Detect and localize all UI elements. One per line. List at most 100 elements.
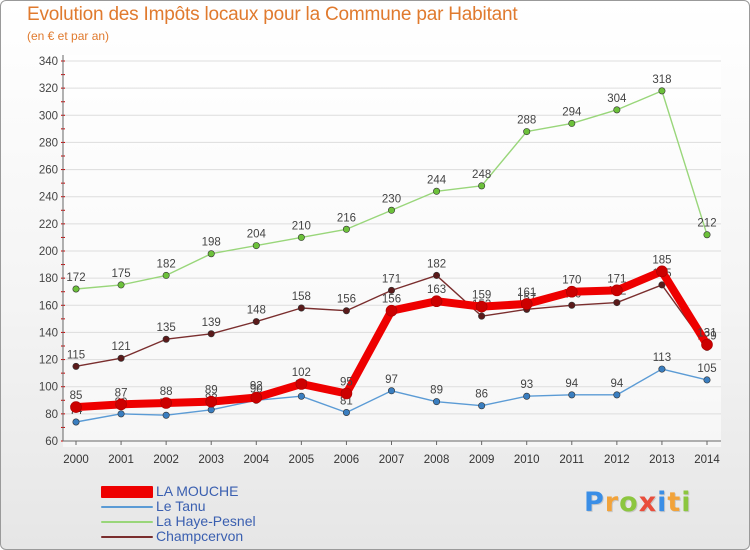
data-point (342, 225, 350, 233)
x-tick-label: 2005 (289, 454, 315, 466)
data-label: 89 (430, 385, 443, 397)
y-tick-label: 60 (45, 436, 58, 448)
y-tick-label: 180 (39, 273, 58, 285)
data-label: 89 (205, 385, 218, 397)
data-label: 172 (66, 272, 85, 284)
data-label: 148 (247, 305, 266, 317)
data-label: 163 (427, 284, 446, 296)
legend-label: Le Tanu (156, 498, 206, 514)
data-point (568, 301, 576, 309)
data-label: 204 (247, 229, 267, 241)
data-point (523, 128, 531, 136)
data-label: 93 (520, 379, 533, 391)
data-point (387, 206, 395, 214)
data-label: 170 (562, 275, 581, 287)
legend-label: Champcervon (156, 528, 244, 544)
data-point (340, 387, 353, 400)
logo-letter: x (638, 487, 658, 518)
data-label: 185 (652, 254, 671, 266)
data-label: 182 (157, 258, 176, 270)
data-label: 121 (111, 341, 130, 353)
x-tick-label: 2010 (514, 454, 540, 466)
data-label: 156 (382, 294, 401, 306)
data-point (523, 392, 531, 400)
data-point (72, 285, 80, 293)
data-point (117, 281, 125, 289)
data-label: 158 (292, 291, 311, 303)
logo-letter: P (584, 487, 605, 518)
y-tick-label: 160 (39, 300, 58, 312)
data-point (568, 391, 576, 399)
data-point (656, 265, 668, 278)
chart-title: Evolution des Impôts locaux pour la Comm… (27, 4, 518, 25)
data-point (117, 354, 125, 362)
legend-label: La Haye-Pesnel (156, 513, 256, 529)
proxiti-logo: Proxiti (584, 487, 692, 518)
data-label: 86 (475, 389, 488, 401)
data-point (430, 295, 443, 308)
y-tick-label: 300 (39, 110, 58, 122)
data-point (162, 335, 170, 343)
data-point (703, 376, 711, 384)
data-point (207, 250, 215, 258)
chart-subtitle: (en € et par an) (27, 29, 110, 43)
data-label: 288 (517, 115, 536, 127)
data-point (297, 304, 305, 312)
x-tick-label: 2009 (469, 454, 495, 466)
legend-item-la-mouche: LA MOUCHE (101, 483, 361, 500)
data-point (162, 271, 170, 279)
x-tick-label: 2002 (153, 454, 179, 466)
data-point (658, 281, 666, 289)
y-tick-label: 200 (39, 246, 58, 258)
data-label: 135 (157, 322, 176, 334)
data-point (613, 299, 621, 307)
data-label: 94 (610, 378, 623, 390)
data-point (207, 406, 215, 414)
legend-swatch (101, 506, 153, 508)
logo-letter: o (619, 487, 639, 518)
data-point (70, 401, 82, 413)
legend-item-le-tanu: Le Tanu (101, 498, 361, 515)
data-point (250, 391, 263, 404)
data-label: 97 (385, 374, 398, 386)
data-point (342, 408, 350, 416)
data-point (297, 233, 305, 241)
legend-swatch (101, 521, 153, 523)
y-tick-label: 80 (45, 409, 58, 421)
data-point (162, 411, 170, 419)
data-point (703, 231, 711, 239)
legend: LA MOUCHE Le Tanu La Haye-Pesnel Champce… (101, 483, 361, 545)
data-label: 85 (70, 390, 83, 402)
y-tick-label: 240 (39, 192, 58, 204)
data-label: 318 (652, 74, 671, 86)
data-point (433, 271, 441, 279)
x-tick-label: 2001 (108, 454, 134, 466)
data-label: 294 (562, 106, 582, 118)
data-label: 115 (67, 349, 85, 361)
legend-swatch (101, 486, 153, 498)
data-label: 171 (607, 273, 626, 285)
data-point (387, 387, 395, 395)
data-label: 212 (697, 218, 716, 230)
data-point (613, 106, 621, 114)
data-label: 90 (250, 383, 263, 395)
x-tick-label: 2007 (379, 454, 405, 466)
data-point (568, 119, 576, 127)
y-tick-label: 320 (39, 83, 58, 95)
data-point (658, 365, 666, 373)
data-point (297, 392, 305, 400)
data-label: 156 (337, 294, 356, 306)
data-point (433, 187, 441, 195)
data-label: 102 (292, 367, 311, 379)
data-label: 216 (337, 212, 356, 224)
data-point (387, 286, 395, 294)
x-tick-label: 2011 (559, 454, 584, 466)
data-label: 131 (697, 328, 716, 340)
data-label: 171 (382, 273, 401, 285)
legend-swatch (101, 536, 153, 538)
data-label: 182 (427, 258, 446, 270)
y-tick-label: 100 (39, 382, 58, 394)
x-tick-label: 2012 (604, 454, 630, 466)
data-label: 139 (202, 317, 221, 329)
